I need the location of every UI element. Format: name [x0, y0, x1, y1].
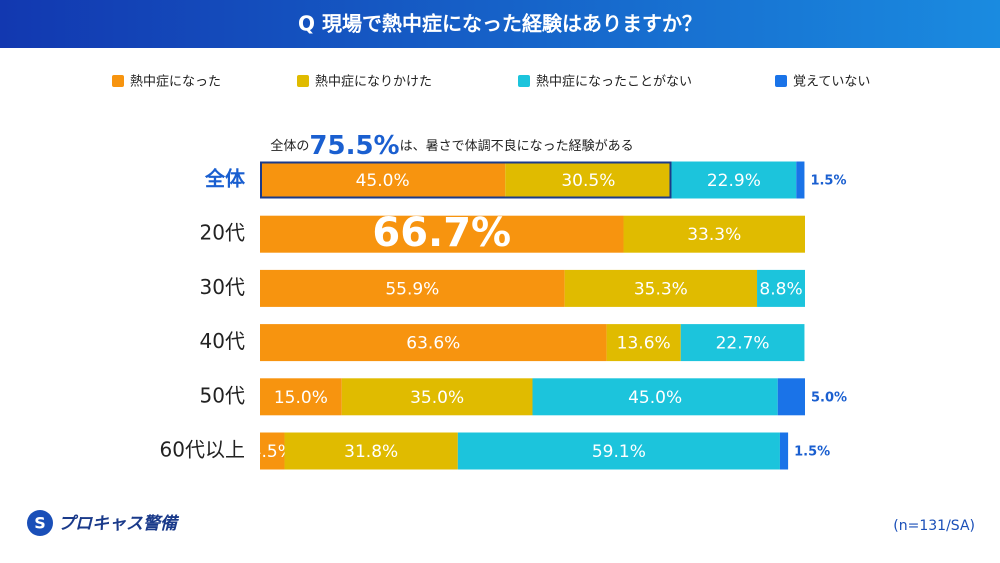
logo-icon — [27, 510, 53, 536]
bar-segment — [260, 215, 624, 253]
legend-label: 熱中症になったことがない — [536, 75, 692, 90]
category-label: 60代以上 — [160, 438, 245, 462]
legend-label: 覚えていない — [793, 75, 870, 90]
bar-segment — [341, 378, 533, 416]
value-label: 35.3% — [634, 279, 688, 299]
value-label: 55.9% — [385, 279, 439, 299]
legend-swatch — [297, 75, 309, 87]
bar-segment — [779, 432, 789, 470]
bar-segment — [457, 432, 780, 470]
category-label: 30代 — [200, 275, 245, 299]
bar-segment — [260, 269, 565, 307]
legend-swatch — [112, 75, 124, 87]
value-label: 35.0% — [410, 388, 464, 408]
bar-segment — [260, 324, 607, 362]
legend-swatch — [775, 75, 787, 87]
bar-segment — [532, 378, 778, 416]
annotation-before: 全体の — [270, 138, 309, 154]
bar-segment — [623, 215, 805, 253]
bar-segment — [564, 269, 758, 307]
value-label: 45.0% — [628, 388, 682, 408]
annotation-highlight: 75.5% — [309, 131, 399, 161]
category-label: 全体 — [204, 167, 246, 191]
legend-swatch — [518, 75, 530, 87]
annotation: 全体の75.5%は、暑さで体調不良になった経験がある — [270, 131, 633, 161]
value-label: 31.8% — [344, 442, 398, 462]
logo: S プロキャス警備 — [27, 510, 180, 536]
value-label: 30.5% — [561, 171, 615, 191]
sample-note: (n=131/SA) — [893, 518, 975, 534]
bar-segment — [505, 161, 672, 199]
bar-segment — [796, 161, 805, 199]
bar-segment — [757, 269, 805, 307]
legend-label: 熱中症になりかけた — [315, 75, 432, 90]
value-label: 4.5% — [251, 442, 294, 462]
annotation-after: は、暑さで体調不良になった経験がある — [400, 138, 634, 154]
bar-segment — [671, 161, 797, 199]
value-label: 63.6% — [406, 334, 460, 354]
value-label: 5.0% — [811, 390, 847, 405]
value-label: 13.6% — [617, 334, 671, 354]
bar-segment — [260, 378, 342, 416]
value-label: 8.8% — [759, 279, 802, 299]
highlight-outline — [260, 161, 672, 199]
bar-segment — [260, 432, 285, 470]
value-label: 33.3% — [687, 225, 741, 245]
legend-label: 熱中症になった — [130, 75, 221, 90]
value-label: 1.5% — [810, 174, 846, 189]
value-label: 22.9% — [707, 171, 761, 191]
value-label: 45.0% — [356, 171, 410, 191]
title-bar — [0, 0, 1000, 48]
bar-segment — [260, 161, 506, 199]
bar-segment — [284, 432, 458, 470]
category-label: 20代 — [200, 221, 245, 245]
chart-title: Q 現場で熱中症になった経験はありますか？ — [298, 12, 702, 36]
value-label: 22.7% — [716, 334, 770, 354]
value-label: 15.0% — [274, 388, 328, 408]
bar-segment — [680, 324, 805, 362]
value-label: 66.7% — [372, 210, 511, 256]
bar-segment — [777, 378, 805, 416]
category-label: 50代 — [200, 383, 245, 407]
bar-segment — [606, 324, 681, 362]
value-label: 59.1% — [592, 442, 646, 462]
category-label: 40代 — [200, 329, 245, 353]
logo-text: プロキャス警備 — [58, 514, 180, 534]
logo-icon-letter: S — [34, 514, 46, 533]
value-label: 1.5% — [794, 445, 830, 460]
